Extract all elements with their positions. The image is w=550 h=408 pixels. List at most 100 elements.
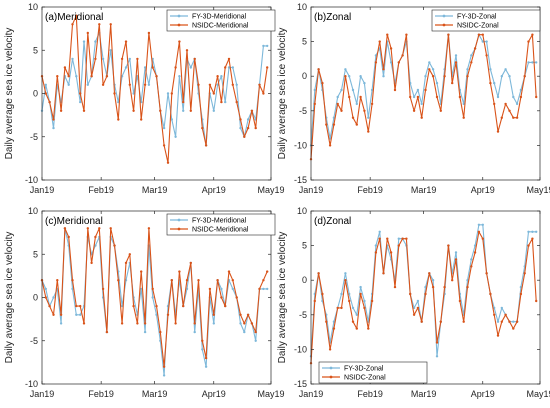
data-point xyxy=(136,322,139,325)
data-point xyxy=(496,320,500,323)
data-point xyxy=(443,75,446,78)
data-point xyxy=(227,57,231,61)
data-point xyxy=(120,57,124,61)
data-point xyxy=(496,95,500,99)
data-point xyxy=(389,61,393,64)
data-point xyxy=(262,92,265,95)
data-point xyxy=(416,306,420,310)
data-point xyxy=(508,109,511,113)
data-point xyxy=(201,348,204,351)
legend-swatch-marker xyxy=(177,218,181,222)
data-point xyxy=(67,83,70,87)
y-tick-label: 5 xyxy=(33,249,38,259)
legend: FY-3D-Meridional NSIDC-Meridional xyxy=(166,213,276,236)
data-point xyxy=(231,83,234,87)
data-point xyxy=(143,83,147,87)
data-point xyxy=(336,306,339,310)
y-tick-label: -10 xyxy=(25,175,38,185)
data-point xyxy=(363,299,366,303)
legend-entry-label: NSIDC-Zonal xyxy=(344,375,386,382)
data-point xyxy=(351,116,355,119)
legend-entry-label: FY-3D-Meridional xyxy=(192,218,247,225)
data-point xyxy=(351,88,355,92)
data-point xyxy=(48,100,51,104)
data-point xyxy=(332,327,336,330)
legend-swatch-marker xyxy=(442,23,446,27)
data-point xyxy=(143,330,147,334)
panel-a-meridional: -10 -5 0 5 10 Jan19 Feb19 Mar19 Apr19 May19 (a)Mer… xyxy=(4,2,285,195)
data-point xyxy=(431,68,435,71)
data-point xyxy=(535,95,538,99)
data-point xyxy=(231,279,234,282)
data-point xyxy=(262,44,265,48)
data-point xyxy=(79,313,82,316)
y-tick-label: -5 xyxy=(30,132,38,142)
data-point xyxy=(182,109,185,113)
data-point xyxy=(235,83,238,87)
data-point xyxy=(416,95,420,99)
data-point xyxy=(523,75,526,78)
data-point xyxy=(52,296,55,299)
x-tick-label: Mar19 xyxy=(411,389,437,399)
legend-swatch-marker xyxy=(177,227,181,231)
data-point xyxy=(71,57,74,61)
series-line-nsidc xyxy=(41,15,268,164)
y-tick-label: -5 xyxy=(30,336,38,346)
data-point xyxy=(109,227,112,230)
data-point xyxy=(132,109,135,113)
data-point xyxy=(409,95,412,99)
data-point xyxy=(201,339,204,342)
data-point xyxy=(178,40,181,43)
data-point xyxy=(344,75,347,78)
data-point xyxy=(470,54,473,57)
data-point xyxy=(239,118,242,121)
data-point xyxy=(344,68,347,71)
data-point xyxy=(500,116,503,119)
data-point xyxy=(208,83,212,87)
data-point xyxy=(71,23,74,26)
y-tick-label: 0 xyxy=(302,71,307,81)
data-point xyxy=(412,313,416,316)
data-point xyxy=(412,95,416,99)
data-point xyxy=(477,230,481,233)
x-tick-label: Apr19 xyxy=(202,389,226,399)
x-tick-label: Jan19 xyxy=(30,389,55,399)
data-point xyxy=(151,287,154,291)
data-point xyxy=(147,83,151,87)
data-point xyxy=(204,144,208,147)
data-point xyxy=(82,109,86,113)
data-point xyxy=(266,66,269,69)
data-point xyxy=(178,270,181,273)
data-point xyxy=(159,330,162,334)
data-point xyxy=(348,75,351,78)
data-point xyxy=(325,320,328,323)
x-tick-label: Apr19 xyxy=(471,389,495,399)
x-tick-label: Feb19 xyxy=(88,185,114,195)
data-point xyxy=(462,102,465,106)
data-point xyxy=(166,313,170,316)
data-point xyxy=(220,100,223,104)
data-point xyxy=(481,223,484,226)
data-point xyxy=(405,237,408,240)
data-point xyxy=(250,109,254,113)
data-point xyxy=(224,66,227,69)
data-point xyxy=(197,279,200,282)
x-tick-label: Feb19 xyxy=(88,389,114,399)
data-point xyxy=(132,304,135,308)
legend-swatch-marker xyxy=(329,366,333,370)
data-point xyxy=(105,75,109,78)
data-point xyxy=(82,322,86,325)
y-tick-label: 10 xyxy=(297,206,307,216)
data-point xyxy=(246,313,250,316)
data-point xyxy=(246,118,250,121)
data-point xyxy=(224,100,227,104)
data-point xyxy=(485,40,488,43)
data-point xyxy=(348,292,351,296)
y-tick-label: 5 xyxy=(302,241,307,251)
plot-area-frame xyxy=(310,6,541,181)
data-point xyxy=(140,118,143,121)
data-point xyxy=(401,54,404,57)
data-point xyxy=(235,296,238,299)
panel-c-meridional: -10 -5 0 5 10 Jan19 Feb19 Mar19 Apr19 May19 (c)Mer… xyxy=(4,206,285,399)
panel-b-zonal: -15 -10 -5 0 5 10 Jan19 Feb19 Mar19 Apr19 May19 (b)… xyxy=(277,2,550,195)
